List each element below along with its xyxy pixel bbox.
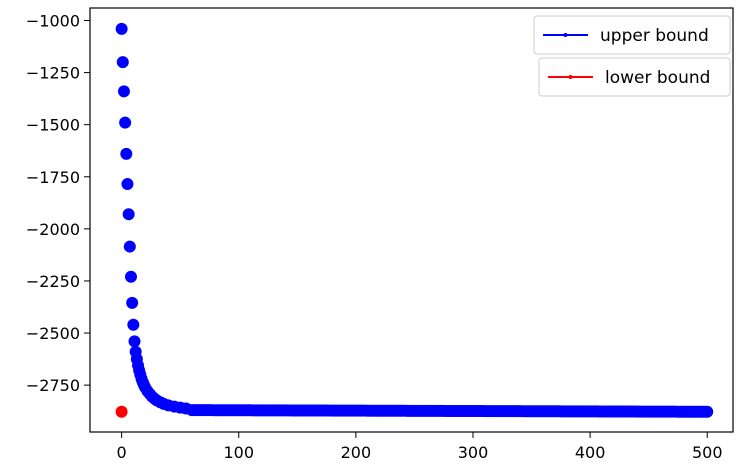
y-tick-label: −1500 <box>26 116 80 135</box>
y-tick-label: −2500 <box>26 324 80 343</box>
x-tick-label: 400 <box>575 443 606 462</box>
x-tick-label: 0 <box>117 443 127 462</box>
y-axis-ticks: −1000 −1250 −1500 −1750 −2000 −2250 −2500 −2750 <box>26 12 90 395</box>
y-tick-label: −2750 <box>26 376 80 395</box>
axes-frame <box>89 7 734 433</box>
legend-box-upper-bound <box>533 15 731 55</box>
legend-box-lower-bound <box>538 57 731 97</box>
x-tick-label: 300 <box>458 443 489 462</box>
data-point-upper-bound <box>120 147 133 160</box>
x-tick-label: 100 <box>223 443 254 462</box>
y-tick-label: −1750 <box>26 168 80 187</box>
data-point-upper-bound <box>119 116 132 129</box>
data-point-upper-bound <box>701 405 714 418</box>
y-tick-label: −1250 <box>26 64 80 83</box>
data-point-lower-bound <box>115 405 128 418</box>
x-tick-label: 200 <box>341 443 372 462</box>
data-point-upper-bound <box>127 318 140 331</box>
data-point-upper-bound <box>115 22 128 35</box>
data-point-upper-bound <box>126 296 139 309</box>
legend-label-upper-bound: upper bound <box>600 26 709 46</box>
legend-label-lower-bound: lower bound <box>605 68 710 88</box>
data-point-upper-bound <box>121 178 134 191</box>
data-point-upper-bound <box>122 208 135 221</box>
y-tick-label: −2000 <box>26 220 80 239</box>
legend-marker-upper-bound <box>563 33 568 37</box>
legend-marker-lower-bound <box>568 75 573 79</box>
data-point-upper-bound <box>116 56 129 69</box>
legend-lower-bound: lower bound <box>538 57 731 97</box>
data-point-upper-bound <box>128 335 141 348</box>
data-point-upper-bound <box>117 85 130 98</box>
legend-upper-bound: upper bound <box>533 15 731 55</box>
data-point-upper-bound <box>124 270 137 283</box>
x-tick-label: 500 <box>692 443 723 462</box>
data-points <box>115 22 714 418</box>
y-tick-label: −2250 <box>26 272 80 291</box>
data-point-upper-bound <box>123 240 136 253</box>
x-axis-ticks: 0 100 200 300 400 500 <box>117 432 723 462</box>
y-tick-label: −1000 <box>26 12 80 31</box>
